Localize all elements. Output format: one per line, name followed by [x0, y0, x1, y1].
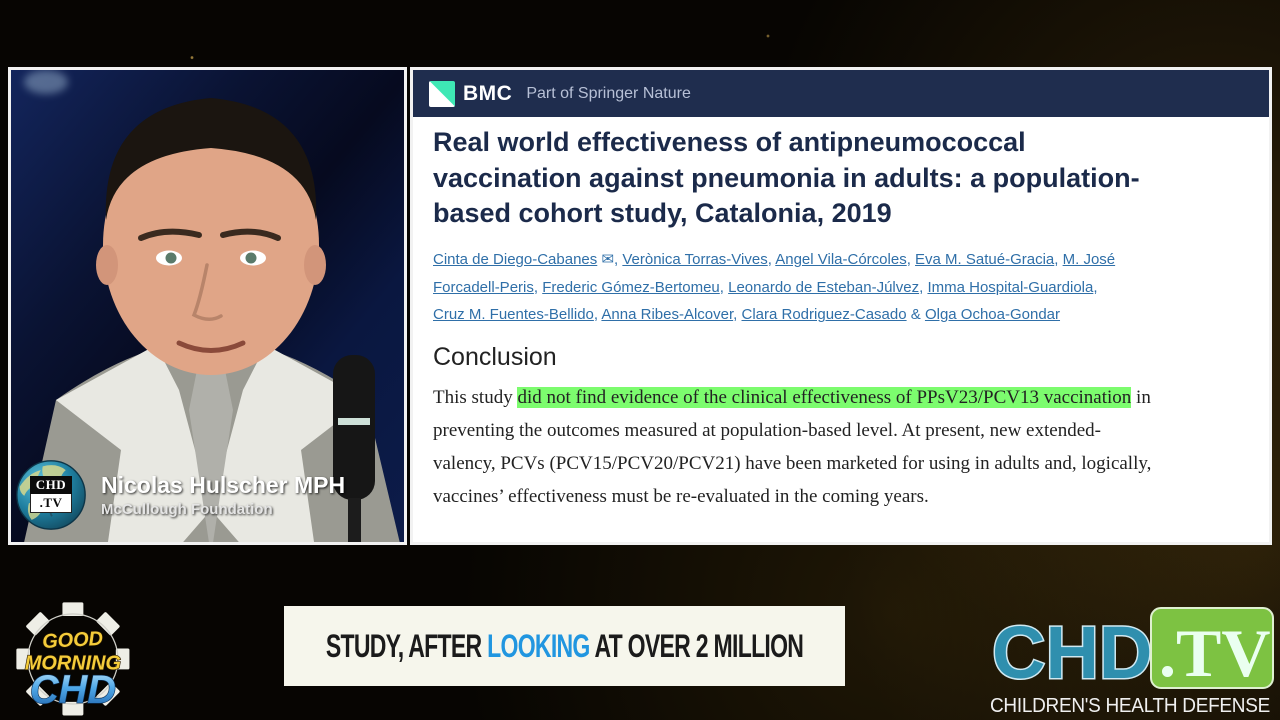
svg-text:CHD: CHD [30, 668, 116, 712]
svg-text:GOOD: GOOD [42, 628, 104, 653]
svg-text:CHILDREN'S HEALTH DEFENSE: CHILDREN'S HEALTH DEFENSE [990, 695, 1270, 717]
svg-text:CHD: CHD [992, 611, 1152, 694]
svg-text:.TV: .TV [1159, 615, 1270, 691]
